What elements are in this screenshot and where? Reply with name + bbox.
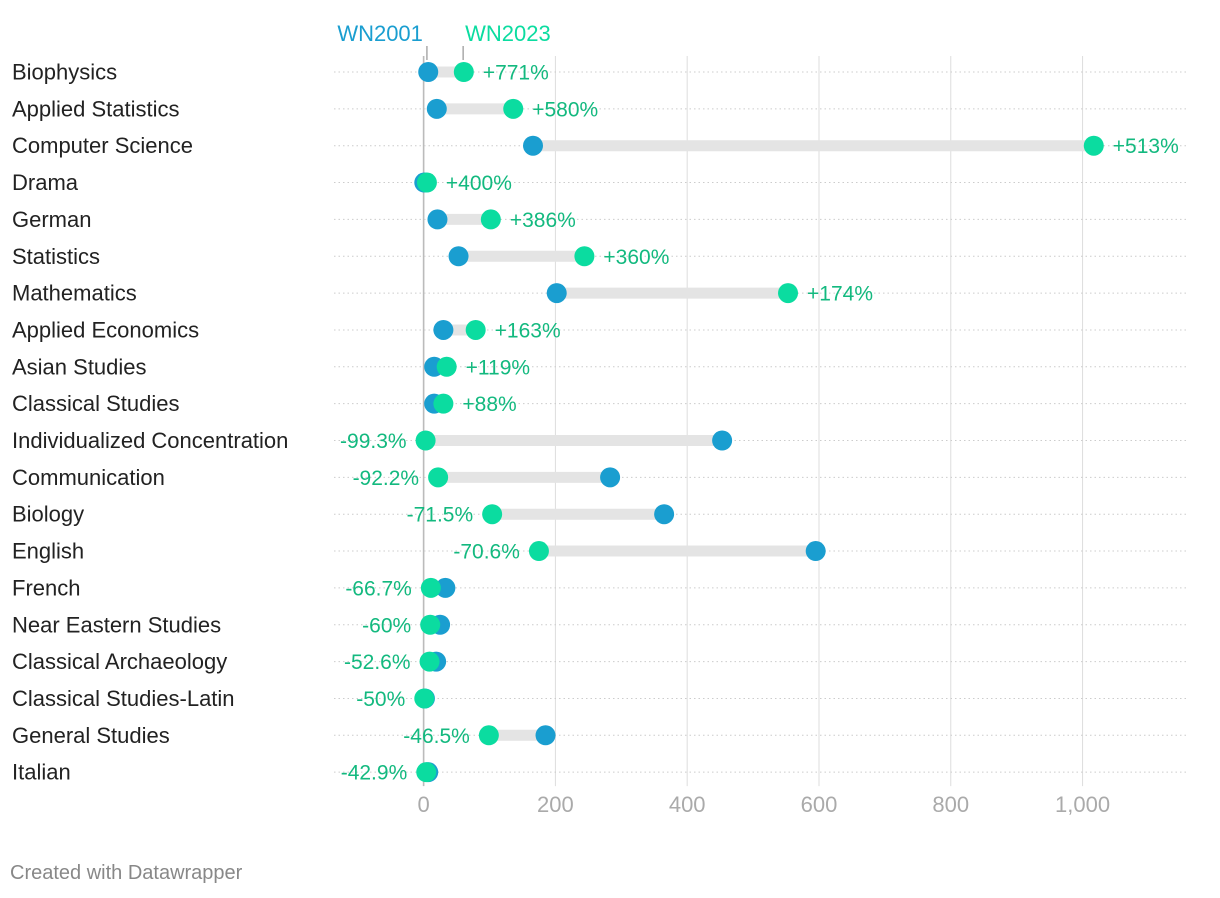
- category-label: Classical Archaeology: [12, 649, 227, 674]
- dot-wn2023: [482, 504, 503, 525]
- category-label: French: [12, 575, 80, 600]
- change-label: -50%: [356, 688, 405, 711]
- category-label: Classical Studies-Latin: [12, 686, 235, 711]
- dot-wn2023: [420, 577, 441, 598]
- dot-wn2023: [436, 356, 457, 377]
- category-label: Near Eastern Studies: [12, 612, 221, 637]
- dot-wn2023: [419, 651, 440, 672]
- category-label: Biology: [12, 502, 84, 527]
- category-label: Drama: [12, 170, 79, 195]
- x-tick-label: 400: [669, 792, 706, 817]
- x-tick-label: 0: [417, 792, 429, 817]
- change-label: +174%: [807, 283, 873, 306]
- category-label: German: [12, 207, 91, 232]
- dot-wn2001: [435, 577, 456, 598]
- dot-wn2023: [415, 430, 436, 451]
- change-label: +360%: [603, 246, 669, 269]
- dot-wn2023: [465, 319, 486, 340]
- dot-wn2001: [427, 209, 448, 230]
- dot-wn2001: [433, 319, 454, 340]
- dot-wn2023: [778, 283, 799, 304]
- dot-wn2023: [414, 688, 435, 709]
- dot-wn2023: [416, 172, 437, 193]
- change-label: -70.6%: [453, 541, 520, 564]
- change-label: +386%: [510, 209, 576, 232]
- category-label: Communication: [12, 465, 165, 490]
- change-label: -92.2%: [353, 467, 420, 490]
- dot-wn2001: [448, 246, 469, 267]
- category-label: Applied Statistics: [12, 96, 180, 121]
- change-label: +771%: [483, 62, 549, 85]
- category-label: Applied Economics: [12, 317, 199, 342]
- dot-wn2001: [654, 504, 675, 525]
- dot-wn2023: [574, 246, 595, 267]
- category-label: English: [12, 539, 84, 564]
- dot-wn2023: [478, 725, 499, 746]
- category-label: General Studies: [12, 723, 170, 748]
- x-tick-label: 800: [932, 792, 969, 817]
- dot-wn2001: [523, 135, 544, 156]
- x-tick-label: 600: [801, 792, 838, 817]
- change-label: +119%: [466, 356, 530, 379]
- category-label: Statistics: [12, 244, 100, 269]
- category-label: Mathematics: [12, 281, 137, 306]
- x-tick-label: 1,000: [1055, 792, 1110, 817]
- x-tick-label: 200: [537, 792, 574, 817]
- dot-wn2001: [426, 98, 447, 119]
- dot-wn2001: [546, 283, 567, 304]
- change-label: -60%: [362, 614, 411, 637]
- change-label: +513%: [1113, 135, 1179, 158]
- category-label: Computer Science: [12, 133, 193, 158]
- change-label: +88%: [462, 393, 516, 416]
- dot-wn2023: [503, 98, 524, 119]
- dot-wn2023: [480, 209, 501, 230]
- legend-label-wn2001: WN2001: [337, 21, 423, 46]
- change-label: -42.9%: [341, 762, 408, 785]
- dot-wn2001: [418, 62, 439, 82]
- dot-wn2001: [600, 467, 621, 488]
- dot-wn2001: [535, 725, 556, 746]
- change-label: -66.7%: [345, 577, 412, 600]
- change-label: -71.5%: [407, 504, 474, 527]
- dot-wn2001: [712, 430, 733, 451]
- dot-wn2023: [453, 62, 474, 82]
- credit-footer: Created with Datawrapper: [10, 862, 243, 884]
- grid-layer: [334, 56, 1188, 787]
- change-label: -46.5%: [403, 725, 470, 748]
- dot-wn2023: [528, 541, 549, 562]
- change-label: +163%: [495, 319, 561, 342]
- category-label: Italian: [12, 760, 71, 785]
- dot-wn2023: [428, 467, 449, 488]
- category-label: Biophysics: [12, 60, 117, 85]
- category-label: Asian Studies: [12, 354, 147, 379]
- dot-wn2001: [805, 541, 826, 562]
- change-label: -99.3%: [340, 430, 407, 453]
- dot-wn2023: [1083, 135, 1104, 156]
- dot-wn2023: [416, 762, 437, 783]
- change-label: +580%: [532, 98, 598, 121]
- x-axis: 0 200 400 600 800 1,000: [417, 792, 1110, 817]
- legend: WN2001 WN2023: [337, 21, 551, 60]
- category-label: Individualized Concentration: [12, 428, 288, 453]
- change-label: -52.6%: [344, 651, 411, 674]
- dot-wn2023: [433, 393, 454, 414]
- rows-layer: Biophysics +771% Applied Statistics +580% Co…: [12, 60, 1179, 785]
- change-label: +400%: [446, 172, 512, 195]
- dot-wn2023: [420, 614, 441, 635]
- legend-label-wn2023: WN2023: [465, 21, 551, 46]
- category-label: Classical Studies: [12, 391, 180, 416]
